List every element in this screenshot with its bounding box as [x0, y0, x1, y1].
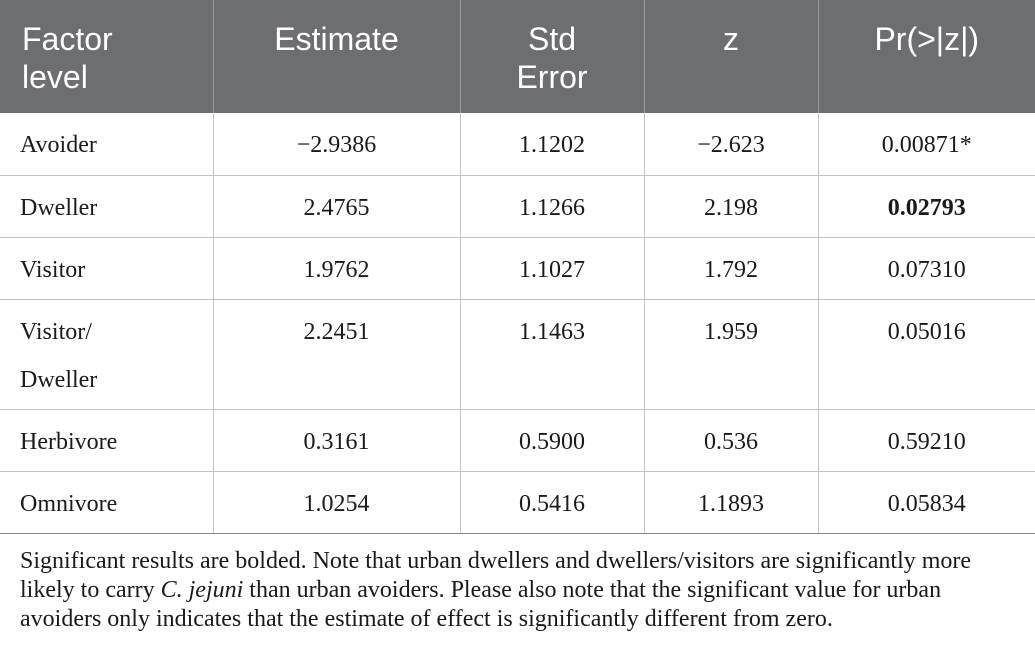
estimate-cell: 1.0254 [213, 471, 461, 534]
table-row: Visitor/Dweller 2.2451 1.1463 1.959 0.05… [0, 299, 1035, 410]
z-cell: 1.959 [644, 299, 819, 410]
p-value-cell: 0.05834 [818, 471, 1035, 534]
header-factor-level: Factor level [0, 0, 214, 113]
std-error-cell: 1.1202 [460, 113, 645, 176]
p-value-cell: 0.00871* [818, 113, 1035, 176]
header-z: z [644, 0, 819, 113]
p-value-cell: 0.05016 [818, 299, 1035, 410]
std-error-cell: 1.1027 [460, 237, 645, 300]
factor-level-cell: Omnivore [0, 471, 214, 534]
factor-level-cell: Visitor/Dweller [0, 299, 214, 410]
z-cell: 0.536 [644, 409, 819, 472]
footnote-text-part1: Significant results are bolded. Note tha… [20, 548, 972, 603]
estimate-cell: −2.9386 [213, 113, 461, 176]
std-error-cell: 0.5900 [460, 409, 645, 472]
header-row: Factor level Estimate Std Error z Pr(>|z|) [0, 0, 1035, 113]
estimate-cell: 0.3161 [213, 409, 461, 472]
estimate-cell: 1.9762 [213, 237, 461, 300]
table-row: Herbivore 0.3161 0.5900 0.536 0.59210 [0, 409, 1035, 472]
regression-table: Factor level Estimate Std Error z Pr(>|z|)… [0, 0, 1035, 534]
table-row: Visitor 1.9762 1.1027 1.792 0.07310 [0, 237, 1035, 300]
std-error-cell: 1.1266 [460, 175, 645, 238]
p-value-cell-bold: 0.02793 [818, 175, 1035, 238]
std-error-cell: 0.5416 [460, 471, 645, 534]
table-row: Omnivore 1.0254 0.5416 1.1893 0.05834 [0, 471, 1035, 534]
factor-level-cell: Dweller [0, 175, 214, 238]
z-cell: −2.623 [644, 113, 819, 176]
footnote-text-part2: than urban avoiders. Please also note th… [20, 577, 942, 632]
factor-level-cell: Visitor [0, 237, 214, 300]
estimate-cell: 2.2451 [213, 299, 461, 410]
p-value-cell: 0.59210 [818, 409, 1035, 472]
table-footnote: Significant results are bolded. Note tha… [20, 547, 1020, 634]
header-p-value: Pr(>|z|) [818, 0, 1035, 113]
header-estimate: Estimate [213, 0, 461, 113]
header-std-error: Std Error [460, 0, 645, 113]
std-error-cell: 1.1463 [460, 299, 645, 410]
species-name: C. jejuni [160, 577, 244, 603]
estimate-cell: 2.4765 [213, 175, 461, 238]
factor-level-cell: Avoider [0, 113, 214, 176]
table-row: Dweller 2.4765 1.1266 2.198 0.02793 [0, 175, 1035, 238]
p-value-cell: 0.07310 [818, 237, 1035, 300]
factor-level-cell: Herbivore [0, 409, 214, 472]
z-cell: 1.1893 [644, 471, 819, 534]
z-cell: 1.792 [644, 237, 819, 300]
z-cell: 2.198 [644, 175, 819, 238]
table-row: Avoider −2.9386 1.1202 −2.623 0.00871* [0, 113, 1035, 176]
